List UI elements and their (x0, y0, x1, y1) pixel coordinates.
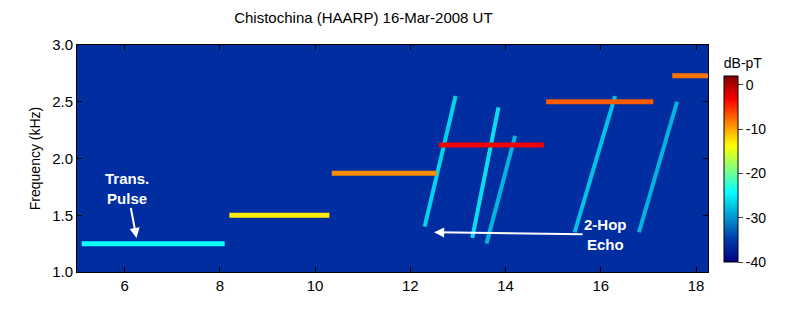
svg-text:-40: -40 (746, 254, 766, 270)
svg-text:2-HopEcho: 2-HopEcho (584, 216, 627, 253)
svg-text:2.5: 2.5 (52, 93, 73, 110)
svg-text:10: 10 (307, 277, 324, 294)
svg-text:3.0: 3.0 (52, 36, 73, 53)
svg-text:Frequency (kHz): Frequency (kHz) (27, 107, 43, 210)
svg-text:8: 8 (216, 277, 224, 294)
svg-text:2.0: 2.0 (52, 150, 73, 167)
svg-text:-20: -20 (746, 165, 766, 181)
svg-text:-30: -30 (746, 210, 766, 226)
svg-text:18: 18 (688, 277, 705, 294)
svg-text:1.0: 1.0 (52, 263, 73, 280)
svg-text:-10: -10 (746, 121, 766, 137)
svg-text:Trans.Pulse: Trans.Pulse (105, 170, 149, 207)
svg-text:6: 6 (120, 277, 128, 294)
svg-text:0: 0 (746, 77, 754, 93)
svg-text:12: 12 (402, 277, 419, 294)
svg-text:1.5: 1.5 (52, 207, 73, 224)
svg-text:dB-pT: dB-pT (724, 55, 763, 71)
svg-text:Chistochina (HAARP) 16-Mar-200: Chistochina (HAARP) 16-Mar-2008 UT (234, 9, 492, 26)
svg-text:16: 16 (593, 277, 610, 294)
svg-text:14: 14 (497, 277, 514, 294)
